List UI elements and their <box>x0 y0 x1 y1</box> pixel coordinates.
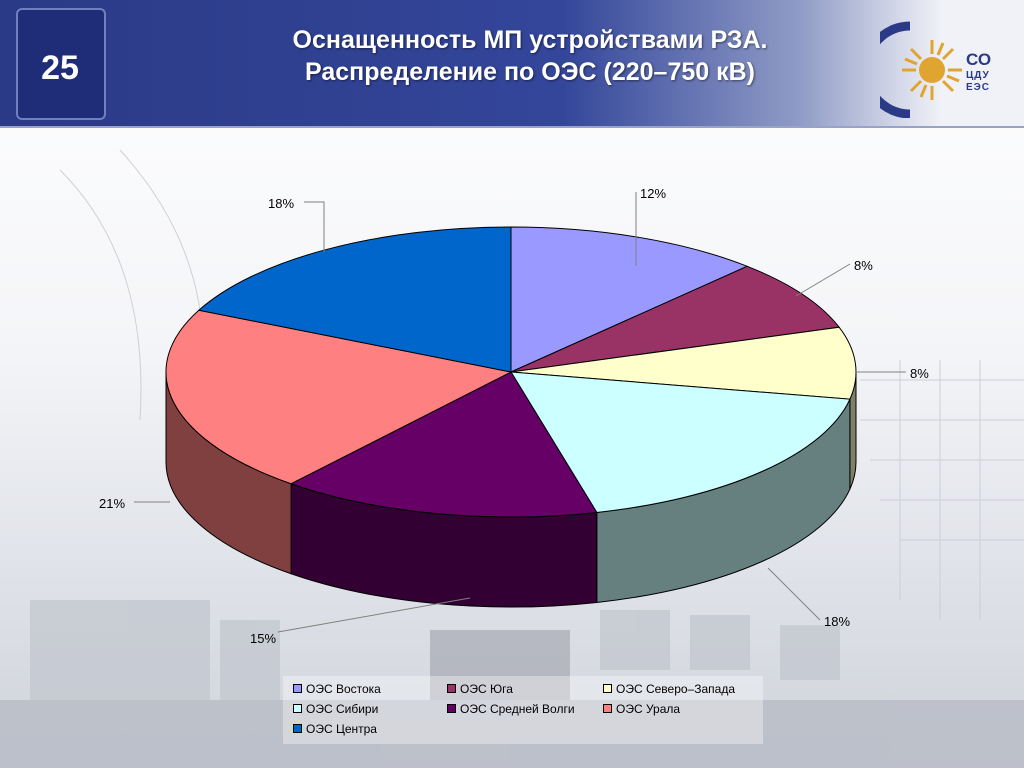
leader-line-4 <box>767 567 821 621</box>
pie-slice-4 <box>510 371 851 513</box>
slide-title: Оснащенность МП устройствами РЗА. Распре… <box>200 24 860 88</box>
legend-item: ОЭС Востока <box>293 682 381 696</box>
chart-legend: ОЭС Востока ОЭС Юга ОЭС Северо–Запада ОЭС С… <box>283 676 763 744</box>
leader-line-7 <box>304 201 325 252</box>
logo-text-line3: ЕЭС <box>966 82 991 93</box>
pie-slice-2 <box>510 265 841 373</box>
pie-slice-1 <box>510 226 749 373</box>
pie-top-faces <box>165 226 857 518</box>
header-divider <box>0 126 1024 128</box>
pie-slice-6 <box>165 309 513 485</box>
legend-item: ОЭС Центра <box>293 722 377 736</box>
logo-text-line1: СО <box>966 50 992 69</box>
legend-label: ОЭС Центра <box>306 722 377 736</box>
legend-label: ОЭС Юга <box>460 682 513 696</box>
legend-item: ОЭС Урала <box>603 702 680 716</box>
legend-label: ОЭС Урала <box>616 702 681 716</box>
data-label-3: 8% <box>910 366 929 381</box>
leader-line-2 <box>795 263 851 297</box>
legend-item: ОЭС Юга <box>447 682 513 696</box>
legend-item: ОЭС Северо–Запада <box>603 682 735 696</box>
slide-header <box>0 0 1024 126</box>
legend-swatch <box>447 684 456 694</box>
pie-slice-3 <box>510 326 857 400</box>
legend-swatch <box>293 684 302 694</box>
legend-label: ОЭС Средней Волги <box>460 702 575 716</box>
pie-side-walls <box>165 371 857 608</box>
slide-number-box <box>16 8 106 120</box>
slide-title-line2: Распределение по ОЭС (220–750 кВ) <box>304 58 755 86</box>
legend-label: ОЭС Северо–Запада <box>616 682 736 696</box>
slide-number: 25 <box>41 49 79 87</box>
legend-swatch <box>603 684 612 694</box>
pie-slice-7 <box>197 226 512 373</box>
legend-item: ОЭС Сибири <box>293 702 378 716</box>
legend-swatch <box>447 704 456 714</box>
logo-text-line2: ЦДУ <box>966 70 990 81</box>
data-label-7: 18% <box>268 196 295 211</box>
legend-item: ОЭС Средней Волги <box>447 702 575 716</box>
slide-title-line1: Оснащенность МП устройствами РЗА. <box>292 26 768 54</box>
leader-lines <box>134 192 906 633</box>
legend-label: ОЭС Востока <box>306 682 381 696</box>
leader-line-5 <box>277 597 471 633</box>
data-label-4: 18% <box>824 614 851 629</box>
legend-label: ОЭС Сибири <box>306 702 379 716</box>
data-label-6: 21% <box>99 496 126 511</box>
legend-swatch <box>293 724 302 734</box>
data-label-2: 8% <box>854 258 873 273</box>
data-label-1: 12% <box>640 186 667 201</box>
legend-swatch <box>293 704 302 714</box>
data-label-5: 15% <box>250 631 277 646</box>
pie-slice-5 <box>289 371 598 518</box>
legend-swatch <box>603 704 612 714</box>
